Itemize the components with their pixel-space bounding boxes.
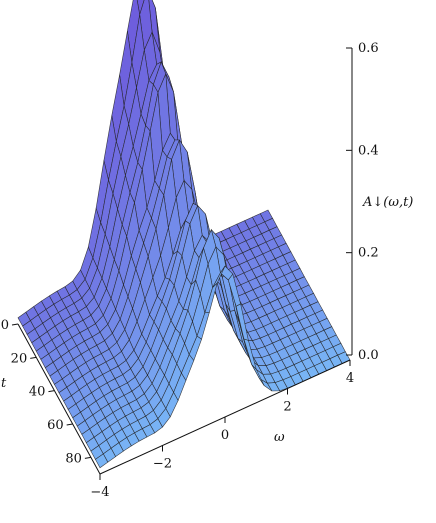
- x-ticks: −4 −2 0 2 4: [90, 360, 354, 500]
- z-tick-label: 0.4: [358, 143, 379, 158]
- z-tick-label: 0.2: [358, 246, 379, 261]
- t-tick-label: 60: [47, 418, 64, 433]
- t-tick-label: 0: [1, 318, 9, 333]
- surface-patch: [95, 453, 109, 469]
- z-ticks: 0.0 0.2 0.4 0.6: [346, 41, 379, 363]
- t-ticks: 0 20 40 60 80: [1, 318, 91, 466]
- t-tick-mark: [84, 456, 91, 459]
- x-tick-label: −4: [90, 485, 109, 500]
- x-tick-label: 0: [221, 428, 229, 443]
- t-axis-line: [17, 323, 101, 475]
- x-tick-label: 2: [283, 400, 291, 415]
- z-tick-label: 0.0: [358, 348, 379, 363]
- z-axis-label: A↓(ω,t): [362, 195, 413, 210]
- t-tick-label: 80: [65, 451, 82, 466]
- x-axis-label: ω: [274, 430, 285, 445]
- z-tick-label: 0.6: [358, 41, 379, 56]
- t-tick-mark: [11, 323, 19, 326]
- t-tick-mark: [48, 390, 55, 393]
- t-tick-mark: [66, 423, 73, 426]
- t-axis-label: t: [1, 376, 7, 391]
- x-tick-label: −2: [153, 457, 172, 472]
- x-tick-label: 4: [346, 371, 354, 386]
- t-tick-label: 40: [29, 385, 46, 400]
- t-tick-mark: [30, 356, 37, 359]
- t-tick-label: 20: [11, 351, 28, 366]
- surface-mesh: [17, 0, 351, 469]
